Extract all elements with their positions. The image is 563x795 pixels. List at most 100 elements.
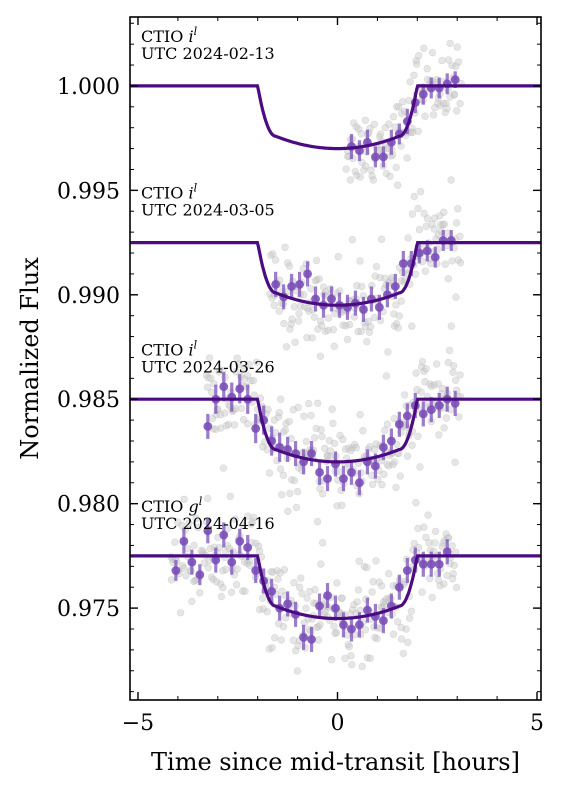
raw-data-point [454,256,462,264]
raw-data-point [307,411,315,420]
raw-data-point [456,99,464,108]
binned-data-point [450,75,460,85]
raw-data-point [324,326,332,334]
binned-data-point [203,526,213,536]
raw-data-point [358,662,366,671]
binned-data-point [323,474,332,483]
raw-data-point [420,209,428,218]
raw-data-point [436,212,444,220]
raw-data-point [215,368,223,376]
raw-data-point [452,219,461,227]
raw-data-point [428,220,436,228]
raw-data-point [422,533,430,542]
instrument-name: CTIO [141,184,188,203]
raw-data-point [227,588,236,596]
raw-data-point [232,367,240,376]
raw-data-point [252,358,261,366]
raw-data-point [222,422,231,430]
raw-data-point [352,123,360,131]
raw-data-point [440,208,448,217]
raw-data-point [171,538,179,546]
raw-data-point [392,301,400,309]
instrument-name: CTIO [141,27,188,46]
raw-data-point [452,62,460,70]
binned-data-point [390,282,400,291]
raw-data-point [333,579,341,587]
raw-data-point [416,187,425,196]
raw-data-point [204,564,213,572]
binned-data-point [327,294,336,304]
raw-data-point [423,64,431,73]
raw-data-point [451,376,460,384]
binned-data-point [347,467,356,477]
raw-data-point [399,649,407,658]
raw-data-point [291,338,299,346]
raw-data-point [312,256,321,265]
raw-data-point [319,538,327,547]
raw-data-point [237,404,246,413]
raw-data-point [219,464,228,472]
raw-data-point [348,443,357,452]
raw-data-point [206,544,215,553]
raw-data-point [360,562,368,571]
raw-data-point [409,128,417,136]
raw-data-point [246,561,254,569]
raw-data-point [426,380,434,388]
raw-data-point [317,560,325,568]
raw-data-point [230,421,239,429]
raw-data-point [174,518,182,526]
raw-data-point [185,519,193,527]
raw-data-point [194,523,202,532]
raw-data-point [281,426,290,434]
filter-superscript: l [194,25,198,38]
raw-data-point [281,243,289,252]
raw-data-point [300,303,309,311]
raw-data-point [216,411,225,419]
raw-data-point [240,364,249,372]
y-axis-title: Normalized Flux [16,257,44,460]
raw-data-point [321,444,329,452]
raw-data-point [413,60,421,68]
binned-data-point [187,557,197,567]
transit-model-curve [130,397,541,464]
raw-data-point [363,654,372,662]
binned-data-point [434,401,444,410]
filter-superscript: l [194,338,198,351]
raw-data-point [448,61,456,70]
raw-data-point [272,256,280,264]
binned-data-point [251,424,261,433]
raw-data-point [418,358,427,366]
raw-data-point [254,542,263,550]
binned-data-point [315,467,324,477]
raw-data-point [430,214,439,222]
panel-instrument-label: CTIO gl [141,495,203,516]
raw-data-point [370,313,378,322]
raw-data-point [430,381,439,389]
raw-data-point [442,530,450,538]
panel-date-label: UTC 2024-03-26 [141,357,275,376]
raw-data-point [441,108,449,117]
binned-data-point [374,302,384,312]
binned-data-point [418,409,428,419]
raw-data-point [407,607,416,615]
binned-data-point [347,624,356,634]
binned-data-point [359,305,368,314]
raw-data-point [341,445,350,453]
raw-data-point [351,167,359,176]
raw-data-point [405,614,414,622]
raw-data-point [446,39,454,48]
raw-data-point [264,405,272,414]
raw-data-point [267,251,275,259]
raw-data-point [456,259,465,267]
binned-data-point [195,570,205,580]
raw-data-point [316,485,324,493]
raw-data-point [293,487,302,496]
raw-data-point [180,495,188,503]
raw-data-point [384,348,392,356]
raw-data-point [287,320,295,328]
raw-data-point [401,391,409,399]
raw-data-point [278,491,286,499]
raw-data-point [314,636,323,644]
raw-data-point [381,597,390,605]
raw-data-point [336,431,344,440]
